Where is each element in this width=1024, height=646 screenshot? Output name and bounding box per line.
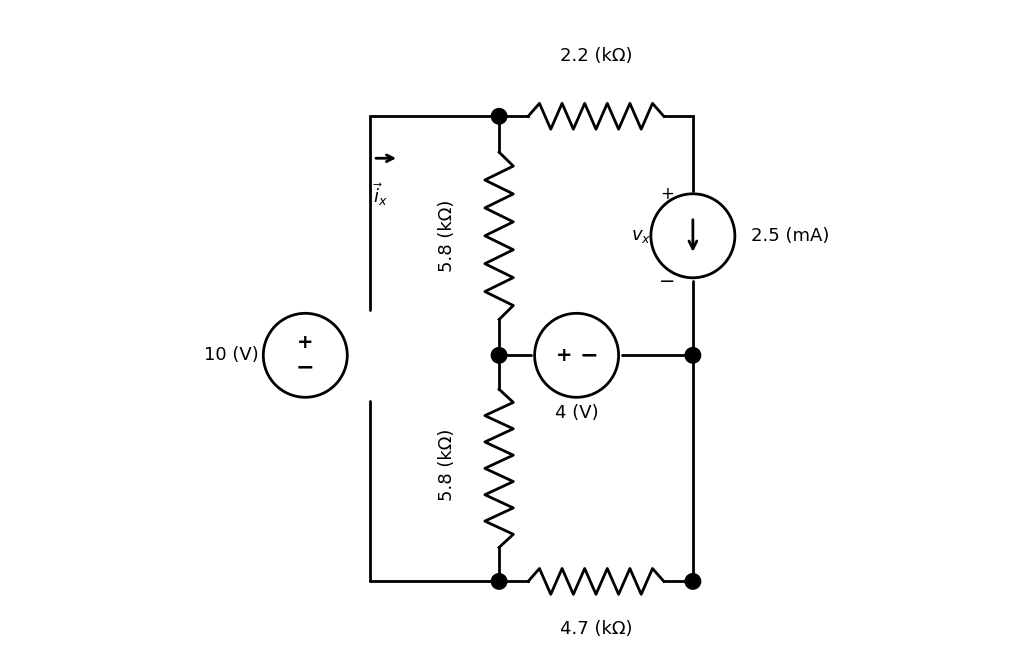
Text: +: +	[556, 346, 572, 365]
Text: $v_x$: $v_x$	[631, 227, 651, 245]
Text: −: −	[658, 271, 675, 291]
Circle shape	[685, 348, 700, 363]
Text: 2.2 (kΩ): 2.2 (kΩ)	[560, 47, 632, 65]
Text: −: −	[580, 346, 598, 365]
Text: 2.5 (mA): 2.5 (mA)	[751, 227, 829, 245]
Text: 5.8 (kΩ): 5.8 (kΩ)	[438, 429, 457, 501]
Circle shape	[492, 348, 507, 363]
Circle shape	[492, 574, 507, 589]
Text: −: −	[296, 358, 314, 378]
Circle shape	[492, 109, 507, 124]
Text: 4 (V): 4 (V)	[555, 404, 598, 422]
Text: +: +	[660, 185, 674, 203]
Text: +: +	[297, 333, 313, 352]
Text: $\vec{i}_x$: $\vec{i}_x$	[373, 181, 389, 208]
Text: 5.8 (kΩ): 5.8 (kΩ)	[438, 200, 457, 272]
Text: 4.7 (kΩ): 4.7 (kΩ)	[560, 620, 632, 638]
Text: 10 (V): 10 (V)	[204, 346, 258, 364]
Circle shape	[685, 574, 700, 589]
